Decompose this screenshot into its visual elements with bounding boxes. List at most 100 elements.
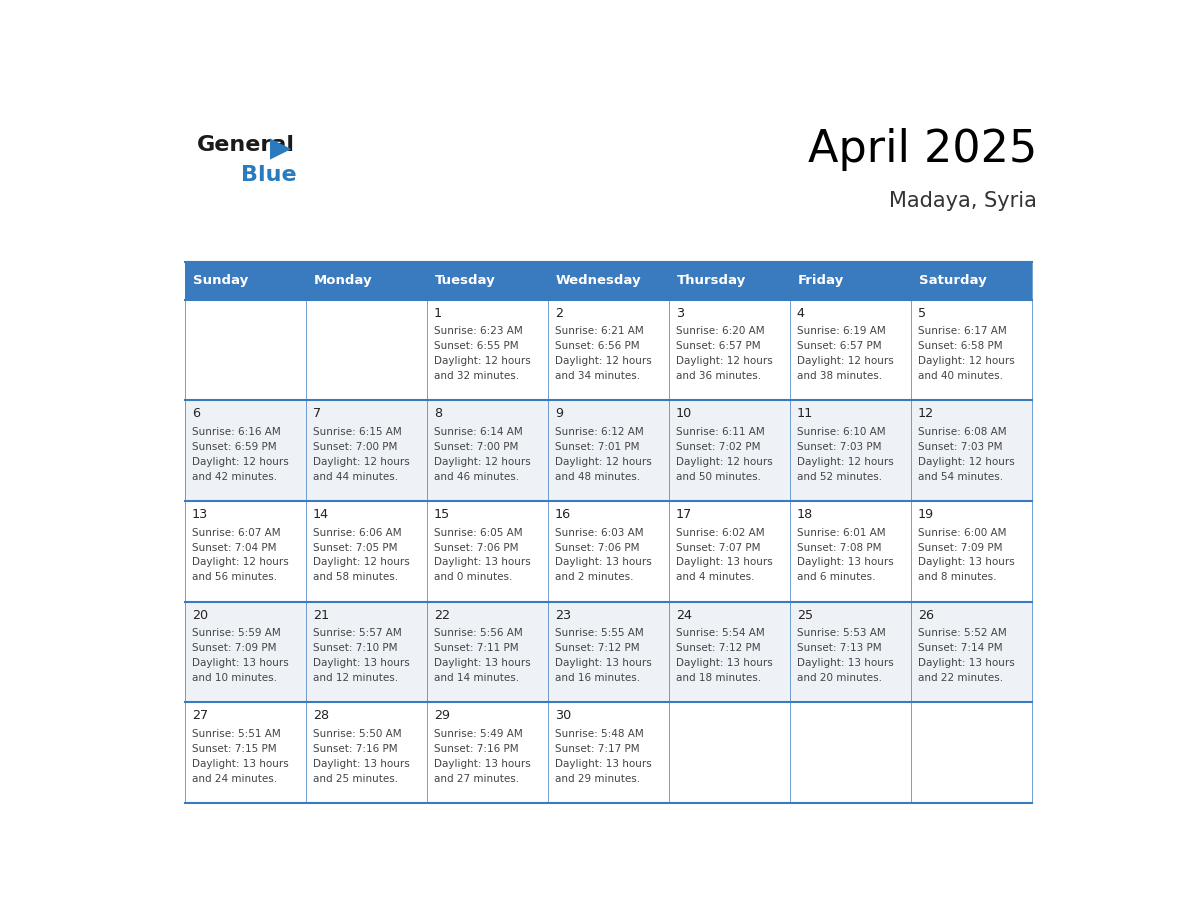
Text: Sunrise: 5:52 AM: Sunrise: 5:52 AM (918, 629, 1006, 638)
Text: Daylight: 13 hours: Daylight: 13 hours (434, 658, 531, 668)
Text: Daylight: 12 hours: Daylight: 12 hours (191, 457, 289, 467)
Bar (185, 601, 307, 702)
Text: 29: 29 (434, 710, 450, 722)
Text: and 58 minutes.: and 58 minutes. (312, 572, 398, 582)
Text: Sunrise: 6:20 AM: Sunrise: 6:20 AM (676, 327, 764, 337)
Bar (549, 601, 669, 702)
Text: Daylight: 13 hours: Daylight: 13 hours (434, 759, 531, 768)
Text: Sunset: 6:59 PM: Sunset: 6:59 PM (191, 442, 277, 452)
Text: Sunrise: 6:00 AM: Sunrise: 6:00 AM (918, 528, 1006, 538)
Text: Sunset: 7:09 PM: Sunset: 7:09 PM (918, 543, 1003, 553)
Text: Sunrise: 5:51 AM: Sunrise: 5:51 AM (191, 729, 280, 739)
Text: 3: 3 (676, 307, 684, 319)
Text: and 18 minutes.: and 18 minutes. (676, 673, 762, 683)
Text: Daylight: 13 hours: Daylight: 13 hours (191, 759, 289, 768)
Bar (307, 400, 428, 501)
Text: 2: 2 (555, 307, 563, 319)
Text: Sunset: 7:00 PM: Sunset: 7:00 PM (434, 442, 518, 452)
Text: Sunrise: 6:21 AM: Sunrise: 6:21 AM (555, 327, 644, 337)
Text: Monday: Monday (314, 274, 372, 287)
Text: Sunrise: 6:15 AM: Sunrise: 6:15 AM (312, 427, 402, 437)
Bar (911, 501, 1032, 601)
Bar (790, 601, 911, 702)
Text: 21: 21 (312, 609, 329, 621)
Text: and 0 minutes.: and 0 minutes. (434, 572, 512, 582)
Text: 18: 18 (797, 508, 813, 521)
Text: and 27 minutes.: and 27 minutes. (434, 774, 519, 784)
Text: Thursday: Thursday (677, 274, 746, 287)
Bar (185, 702, 307, 803)
Bar (185, 400, 307, 501)
Text: Sunrise: 6:10 AM: Sunrise: 6:10 AM (797, 427, 885, 437)
Text: Daylight: 12 hours: Daylight: 12 hours (434, 457, 531, 467)
Text: Sunset: 7:12 PM: Sunset: 7:12 PM (555, 644, 639, 654)
Text: 24: 24 (676, 609, 691, 621)
Text: Daylight: 12 hours: Daylight: 12 hours (918, 356, 1015, 366)
Text: 19: 19 (918, 508, 934, 521)
Text: Saturday: Saturday (918, 274, 986, 287)
Text: Sunset: 7:07 PM: Sunset: 7:07 PM (676, 543, 760, 553)
Text: 10: 10 (676, 408, 693, 420)
Bar (790, 702, 911, 803)
Text: April 2025: April 2025 (808, 128, 1037, 171)
Text: Sunset: 7:03 PM: Sunset: 7:03 PM (918, 442, 1003, 452)
Text: Daylight: 12 hours: Daylight: 12 hours (797, 457, 893, 467)
Text: 25: 25 (797, 609, 813, 621)
Text: and 2 minutes.: and 2 minutes. (555, 572, 633, 582)
Bar (669, 263, 790, 299)
Text: Sunrise: 5:48 AM: Sunrise: 5:48 AM (555, 729, 644, 739)
Text: and 42 minutes.: and 42 minutes. (191, 472, 277, 482)
Text: Sunrise: 5:50 AM: Sunrise: 5:50 AM (312, 729, 402, 739)
Text: Sunrise: 6:23 AM: Sunrise: 6:23 AM (434, 327, 523, 337)
Text: 27: 27 (191, 710, 208, 722)
Text: Sunrise: 6:03 AM: Sunrise: 6:03 AM (555, 528, 644, 538)
Text: Sunrise: 6:19 AM: Sunrise: 6:19 AM (797, 327, 885, 337)
Text: Sunset: 6:57 PM: Sunset: 6:57 PM (676, 341, 760, 352)
Text: Sunrise: 6:01 AM: Sunrise: 6:01 AM (797, 528, 885, 538)
Text: and 36 minutes.: and 36 minutes. (676, 371, 762, 381)
Text: Daylight: 13 hours: Daylight: 13 hours (676, 557, 772, 567)
Text: Sunset: 7:16 PM: Sunset: 7:16 PM (312, 744, 398, 754)
Text: Sunset: 7:13 PM: Sunset: 7:13 PM (797, 644, 881, 654)
Text: Daylight: 13 hours: Daylight: 13 hours (797, 557, 893, 567)
Text: Sunrise: 6:16 AM: Sunrise: 6:16 AM (191, 427, 280, 437)
Text: Sunrise: 5:53 AM: Sunrise: 5:53 AM (797, 629, 885, 638)
Text: Sunset: 6:57 PM: Sunset: 6:57 PM (797, 341, 881, 352)
Bar (185, 263, 307, 299)
Text: Sunrise: 5:59 AM: Sunrise: 5:59 AM (191, 629, 280, 638)
Text: 12: 12 (918, 408, 934, 420)
Text: Tuesday: Tuesday (435, 274, 495, 287)
Bar (790, 400, 911, 501)
Text: Sunset: 7:17 PM: Sunset: 7:17 PM (555, 744, 639, 754)
Text: Sunrise: 5:49 AM: Sunrise: 5:49 AM (434, 729, 523, 739)
Bar (790, 501, 911, 601)
Text: Daylight: 13 hours: Daylight: 13 hours (555, 658, 651, 668)
Text: Sunrise: 6:11 AM: Sunrise: 6:11 AM (676, 427, 765, 437)
Bar (428, 702, 549, 803)
Text: Sunset: 7:06 PM: Sunset: 7:06 PM (555, 543, 639, 553)
Text: Sunset: 7:16 PM: Sunset: 7:16 PM (434, 744, 518, 754)
Text: Sunset: 7:11 PM: Sunset: 7:11 PM (434, 644, 518, 654)
Text: 22: 22 (434, 609, 450, 621)
Text: Sunset: 7:04 PM: Sunset: 7:04 PM (191, 543, 277, 553)
Text: Daylight: 12 hours: Daylight: 12 hours (555, 457, 651, 467)
Text: Sunrise: 6:12 AM: Sunrise: 6:12 AM (555, 427, 644, 437)
Text: Friday: Friday (797, 274, 843, 287)
Text: and 32 minutes.: and 32 minutes. (434, 371, 519, 381)
Text: Sunset: 7:00 PM: Sunset: 7:00 PM (312, 442, 397, 452)
Bar (790, 263, 911, 299)
Text: and 6 minutes.: and 6 minutes. (797, 572, 876, 582)
Text: and 12 minutes.: and 12 minutes. (312, 673, 398, 683)
Bar (669, 702, 790, 803)
Text: Daylight: 12 hours: Daylight: 12 hours (434, 356, 531, 366)
Polygon shape (270, 139, 291, 160)
Text: Sunrise: 5:55 AM: Sunrise: 5:55 AM (555, 629, 644, 638)
Text: and 54 minutes.: and 54 minutes. (918, 472, 1003, 482)
Text: Sunset: 7:03 PM: Sunset: 7:03 PM (797, 442, 881, 452)
Text: Blue: Blue (240, 164, 296, 185)
Text: and 25 minutes.: and 25 minutes. (312, 774, 398, 784)
Text: Sunrise: 5:57 AM: Sunrise: 5:57 AM (312, 629, 402, 638)
Bar (549, 263, 669, 299)
Text: Sunset: 6:56 PM: Sunset: 6:56 PM (555, 341, 639, 352)
Bar (185, 501, 307, 601)
